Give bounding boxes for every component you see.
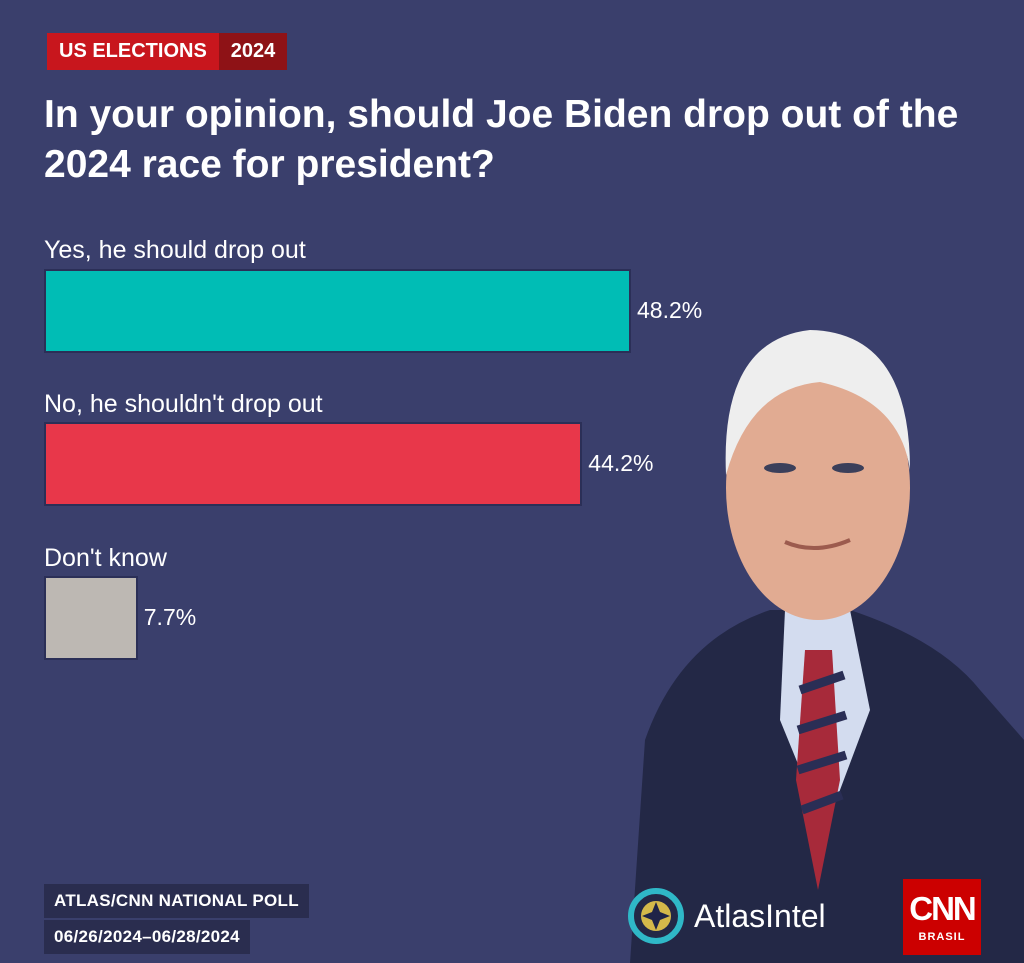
bar-value-label: 48.2% — [637, 297, 703, 323]
category-tag: US ELECTIONS 2024 — [47, 33, 288, 70]
cnn-brasil-logo: CNN BRASIL — [903, 879, 981, 955]
bar-value-label: 44.2% — [588, 450, 654, 476]
bar-value-label: 7.7% — [143, 604, 197, 630]
atlasintel-wordmark: AtlasIntel — [694, 897, 826, 934]
bar-category-label: No, he shouldn't drop out — [44, 390, 323, 418]
atlasintel-logo: AtlasIntel — [628, 888, 826, 944]
bar-category-label: Yes, he should drop out — [44, 236, 306, 264]
chart-title: In your opinion, should Joe Biden drop o… — [44, 93, 959, 186]
cnn-logo-subtext: BRASIL — [918, 931, 966, 943]
poll-dates: 06/26/2024–06/28/2024 — [44, 920, 250, 954]
bar-category-label: Don't know — [44, 544, 167, 572]
bar — [44, 269, 631, 353]
bar — [44, 422, 583, 506]
portrait-photo — [630, 330, 1024, 963]
poll-source: ATLAS/CNN NATIONAL POLL — [44, 884, 309, 918]
cnn-logo-text: CNN — [909, 890, 977, 927]
category-tag-year: 2024 — [218, 33, 288, 70]
category-tag-label: US ELECTIONS — [47, 33, 219, 70]
bar — [44, 576, 138, 660]
atlasintel-logo-icon — [628, 888, 684, 944]
